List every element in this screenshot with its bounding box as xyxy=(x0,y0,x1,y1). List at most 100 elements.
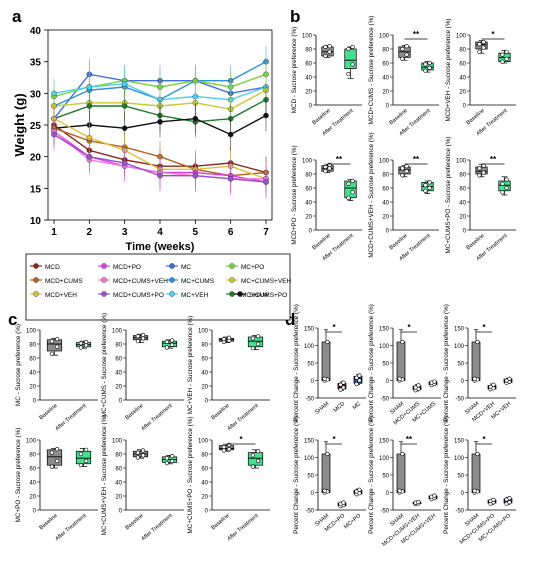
y-tick-label: 20 xyxy=(29,385,36,391)
data-point xyxy=(404,44,409,49)
data-point xyxy=(338,382,343,387)
y-tick-label: 100 xyxy=(454,344,465,350)
y-tick-label: 40 xyxy=(459,201,466,207)
data-point xyxy=(481,39,486,45)
y-tick-label: 50 xyxy=(307,362,314,368)
data-point xyxy=(400,339,405,345)
y-tick-label: 40 xyxy=(382,76,389,82)
x-tick-label: Baseline xyxy=(311,108,331,126)
y-tick-label: 150 xyxy=(454,327,465,333)
x-tick-label: After Treatment xyxy=(140,513,174,543)
data-point xyxy=(250,453,255,458)
box-plot-b-3: 0 20 40 60 80 100 MCD+PO - Sucrose preference … xyxy=(291,145,362,262)
data-point xyxy=(135,455,140,460)
y-tick-label: 0 xyxy=(309,229,313,235)
y-tick-label: -50 xyxy=(380,509,389,515)
y-tick-label: 0 xyxy=(461,379,465,385)
x-tick-label: Baseline xyxy=(38,403,58,421)
data-point xyxy=(432,493,437,498)
y-tick-label: 40 xyxy=(201,371,208,377)
data-point xyxy=(78,451,83,457)
data-point xyxy=(121,103,128,109)
y-tick-label: 40 xyxy=(115,371,122,377)
y-axis-label: Percent Change - Sucrose preference (%) xyxy=(368,304,375,422)
data-point xyxy=(322,376,327,381)
data-point xyxy=(432,379,437,384)
y-tick-label: 50 xyxy=(382,474,389,480)
data-point xyxy=(170,342,175,347)
y-tick-label: 80 xyxy=(115,453,122,459)
y-tick-label: 50 xyxy=(382,362,389,368)
data-point xyxy=(354,375,359,380)
y-tick-label: 40 xyxy=(382,201,389,207)
y-tick-label: 50 xyxy=(457,362,464,368)
legend-label: MC+PO xyxy=(241,264,264,271)
legend-label: MCD+CUMS+VEH xyxy=(113,278,168,285)
data-point xyxy=(427,185,432,191)
y-axis-label: Percent Change - Sucrose preference (%) xyxy=(443,304,450,422)
y-axis-label: Percent Change - Sucrose preference (%) xyxy=(443,416,450,534)
data-point xyxy=(400,173,405,178)
y-tick-label: 100 xyxy=(112,329,123,335)
legend-swatch xyxy=(101,291,107,297)
box xyxy=(247,336,264,348)
y-tick-label: 150 xyxy=(304,327,315,333)
data-point xyxy=(250,346,255,351)
data-point xyxy=(357,373,362,378)
data-point xyxy=(78,463,83,468)
data-point xyxy=(141,453,146,458)
y-tick-label: 80 xyxy=(201,343,208,349)
significance-label: ** xyxy=(413,30,420,39)
data-point xyxy=(256,334,261,339)
y-tick-label: 60 xyxy=(382,187,389,193)
data-point xyxy=(164,339,169,345)
legend-swatch xyxy=(33,263,39,269)
significance-label: ** xyxy=(490,155,497,164)
y-tick-label: 20 xyxy=(115,495,122,501)
data-point xyxy=(164,345,169,350)
y-tick-label: 60 xyxy=(201,357,208,363)
data-point xyxy=(346,72,351,77)
data-point xyxy=(500,190,505,195)
y-tick-label: 60 xyxy=(201,467,208,473)
y-tick-label: 100 xyxy=(26,439,37,445)
box-plot-b-5: 0 20 40 60 80 100 MC+CUMS+PO - Sucrose prefere… xyxy=(445,137,516,262)
y-tick-label: 50 xyxy=(307,474,314,480)
y-tick-label: 100 xyxy=(456,159,467,165)
data-point xyxy=(481,170,486,175)
y-tick-label: 20 xyxy=(459,90,466,96)
x-tick-label: Baseline xyxy=(465,233,485,251)
box-plot-d-0: -50 0 50 100 150 Percent Change - Sucrose pre… xyxy=(293,304,366,422)
data-point xyxy=(227,442,232,448)
significance-label: ** xyxy=(413,155,420,164)
legend-swatch xyxy=(33,277,39,283)
y-tick-label: 100 xyxy=(379,34,390,40)
box-plot-b-2: 0 20 40 60 80 100 MCD+VEH - Sucrose preference… xyxy=(445,18,516,137)
data-point xyxy=(170,338,175,343)
box-plot-d-4: -50 0 50 100 150 Percent Change - Sucrose pre… xyxy=(368,416,441,548)
legend-label: MCD+PO xyxy=(113,264,141,271)
data-point xyxy=(49,450,54,455)
data-point xyxy=(423,188,428,193)
data-point xyxy=(86,153,93,160)
y-tick-label: 20 xyxy=(201,385,208,391)
data-point xyxy=(400,56,405,61)
data-point xyxy=(500,59,505,64)
y-tick-label: 80 xyxy=(305,173,312,179)
data-point xyxy=(477,41,482,47)
data-point xyxy=(475,339,480,345)
y-tick-label: -50 xyxy=(380,397,389,403)
legend-swatch xyxy=(237,291,243,297)
legend-swatch xyxy=(169,291,175,297)
y-tick-label: 20 xyxy=(29,495,36,501)
y-tick-label: 80 xyxy=(459,48,466,54)
legend-swatch xyxy=(229,291,235,297)
y-tick-label: 60 xyxy=(382,62,389,68)
y-tick-label: 0 xyxy=(311,491,315,497)
significance-label: * xyxy=(407,323,411,332)
data-point xyxy=(346,46,351,52)
x-tick-label: 3 xyxy=(122,227,128,238)
y-tick-label: 20 xyxy=(382,90,389,96)
data-point xyxy=(55,458,60,464)
data-point xyxy=(423,183,428,188)
